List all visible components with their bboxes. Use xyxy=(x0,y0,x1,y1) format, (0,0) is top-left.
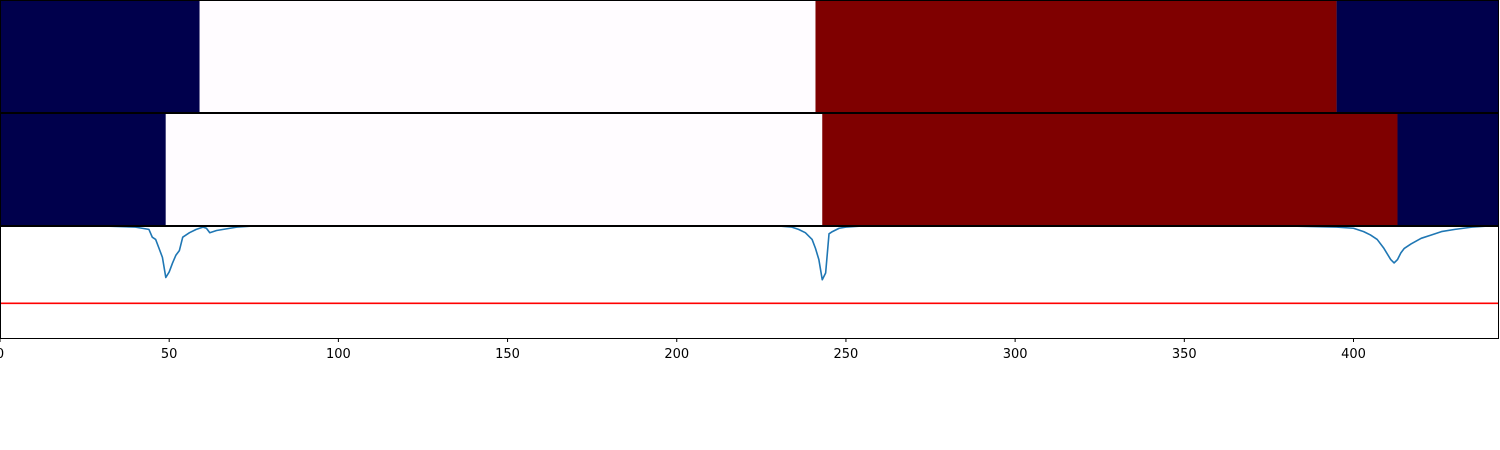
heatmap-cell-0-0 xyxy=(0,0,200,112)
heatmap-cell-1-2 xyxy=(822,113,1398,225)
x-tick-label: 350 xyxy=(1172,347,1197,362)
x-tick-label: 200 xyxy=(664,347,689,362)
heatmap-cell-1-3 xyxy=(1397,113,1499,225)
heatmap-cell-0-3 xyxy=(1336,0,1499,112)
x-tick-label: 0 xyxy=(0,347,4,362)
panel-frame-0 xyxy=(0,0,1499,113)
heatmap-panel-top xyxy=(0,0,1499,113)
heatmap-cell-1-0 xyxy=(0,113,166,225)
heatmap-panel-middle xyxy=(0,113,1499,226)
x-tick-label: 50 xyxy=(161,347,178,362)
x-tick-label: 400 xyxy=(1341,347,1366,362)
line-panel-bottom xyxy=(0,226,1499,339)
heatmap-cell-0-1 xyxy=(199,0,816,112)
signal-line xyxy=(0,226,1489,281)
heatmap-cell-1-1 xyxy=(165,113,823,225)
x-tick-label: 300 xyxy=(1003,347,1028,362)
x-tick-label: 150 xyxy=(495,347,520,362)
x-tick-label: 250 xyxy=(834,347,859,362)
panel-frame-2 xyxy=(0,226,1499,339)
panel-frame-1 xyxy=(0,113,1499,226)
x-tick-label: 100 xyxy=(326,347,351,362)
heatmap-cell-0-2 xyxy=(815,0,1337,112)
x-axis: 0 50 100 150 200 250 300 350 400 xyxy=(0,338,1366,362)
